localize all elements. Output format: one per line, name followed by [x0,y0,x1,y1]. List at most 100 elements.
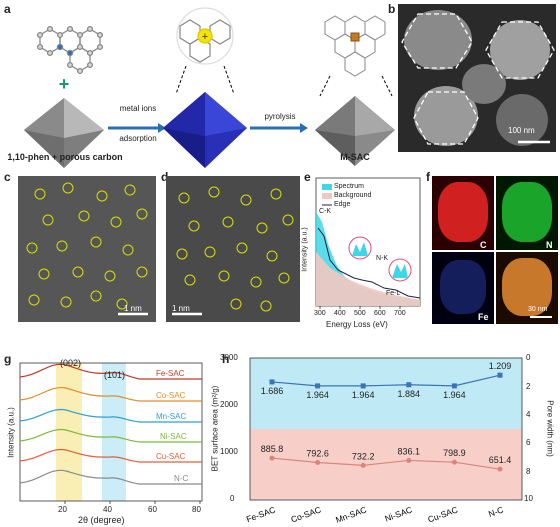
h-data-label: 1.686 [261,386,284,396]
caption-right: M-SAC [340,152,370,162]
panel-b-label: b [388,2,396,16]
h-point [406,457,412,463]
map-c [432,176,494,250]
m-sac-octahedron [315,96,395,166]
map-fe [432,252,494,324]
graphene-single-atom [324,15,386,77]
h-data-label: 1.964 [443,390,466,400]
peak-fe-l: Fe-L [386,290,401,297]
panel-g-label: g [4,352,12,366]
d-scalebar: 1 nm [172,304,190,313]
h-point [315,459,321,465]
map-merged [496,252,558,324]
h-ytick-right: 6 [526,438,531,447]
caption-left: 1,10-phen + porous carbon [7,152,123,162]
h-data-label: 792.6 [306,448,329,458]
legend-spectrum: Spectrum [334,183,364,190]
background-area [316,252,420,306]
h-ytick-right: 10 [524,494,533,503]
panel-h-label: h [222,352,230,366]
h-data-label: 732.2 [352,451,375,461]
legend-edge: Edge [334,201,351,208]
g-xlabel: 2θ (degree) [78,515,125,525]
e-xtick: 500 [354,310,366,317]
h-xtick: N-C [487,504,505,519]
panel-a-schematic: + + [24,7,395,168]
h-ytick-left: 0 [230,494,235,503]
h-xtick: Mn-SAC [334,504,368,524]
h-xtick: Fe-SAC [245,504,277,524]
h-ytick-right: 4 [526,410,531,419]
arrow1-label-2: adsorption [119,134,157,143]
map-c-label: C [480,240,487,250]
sem-image [398,4,556,152]
h-blue-band [250,358,522,429]
h-ytick-left: 3000 [220,353,238,362]
arrow2-label: pyrolysis [264,112,296,121]
metal-adsorbed-molecule [176,7,234,65]
map-n-label: N [546,240,553,250]
peak-c-k: C-K [319,208,332,215]
h-xtick: Co-SAC [290,504,323,524]
g-xtick: 20 [58,505,67,514]
h-point [451,383,457,389]
panel-e-label: e [304,170,311,184]
h-point [360,383,366,389]
e-xtick: 400 [334,310,346,317]
h-data-label: 1.964 [352,390,375,400]
haadf-image-c [18,176,156,322]
haadf-image-d [166,176,300,322]
h-point [497,372,503,378]
h-point [451,459,457,465]
h-point [315,383,321,389]
h-data-label: 651.4 [489,455,512,465]
arrow1-label-1: metal ions [119,104,157,113]
peak-n-k: N-K [376,255,389,262]
panel-f-label: f [426,170,430,184]
edge-line [317,227,421,299]
g-xtick: 60 [148,505,157,514]
h-ytick-right: 0 [526,353,531,362]
svg-text:+: + [59,74,70,94]
g-peak-002: (002) [60,358,82,368]
eels-chart [315,177,421,309]
h-point [406,382,412,388]
e-xtick: 600 [374,310,386,317]
legend-background-swatch [322,193,332,199]
g-series-co: Co-SAC [156,391,186,400]
h-ytick-right: 2 [526,382,531,391]
g-peak-101: (101) [104,370,126,380]
g-series-cu: Cu-SAC [156,452,186,461]
g-xtick: 80 [192,505,201,514]
g-series-ni: Ni-SAC [160,432,187,441]
map-fe-label: Fe [478,312,489,322]
b-scalebar: 100 nm [508,126,535,135]
h-data-label: 798.9 [443,448,466,458]
panel-a-label: a [4,2,11,16]
h-pink-band [250,429,522,500]
phen-molecule [36,25,104,75]
h-ylabel-right: Pore width (nm) [545,400,555,457]
g-xtick: 40 [103,505,112,514]
h-data-label: 1.884 [398,389,421,399]
porous-carbon-octahedron [24,98,104,168]
xrd-chart [19,362,203,504]
h-ylabel-left: BET surface area (m²/g) [210,385,220,472]
svg-text:+: + [202,31,208,43]
e-xtick: 700 [394,310,406,317]
g-series-nc: N-C [174,474,189,483]
h-data-label: 836.1 [398,446,421,456]
legend-spectrum-swatch [322,184,332,190]
h-ytick-right: 8 [526,467,531,476]
h-series-line-0 [271,457,501,470]
panel-c-label: c [4,170,11,184]
h-point [497,466,503,472]
h-data-label: 885.8 [261,444,284,454]
legend-background: Background [334,192,372,199]
h-series-line-1 [271,374,501,387]
g-series-mn: Mn-SAC [156,412,187,421]
h-xtick: Ni-SAC [383,504,413,523]
h-point [269,455,275,461]
g-series-fe: Fe-SAC [156,369,185,378]
